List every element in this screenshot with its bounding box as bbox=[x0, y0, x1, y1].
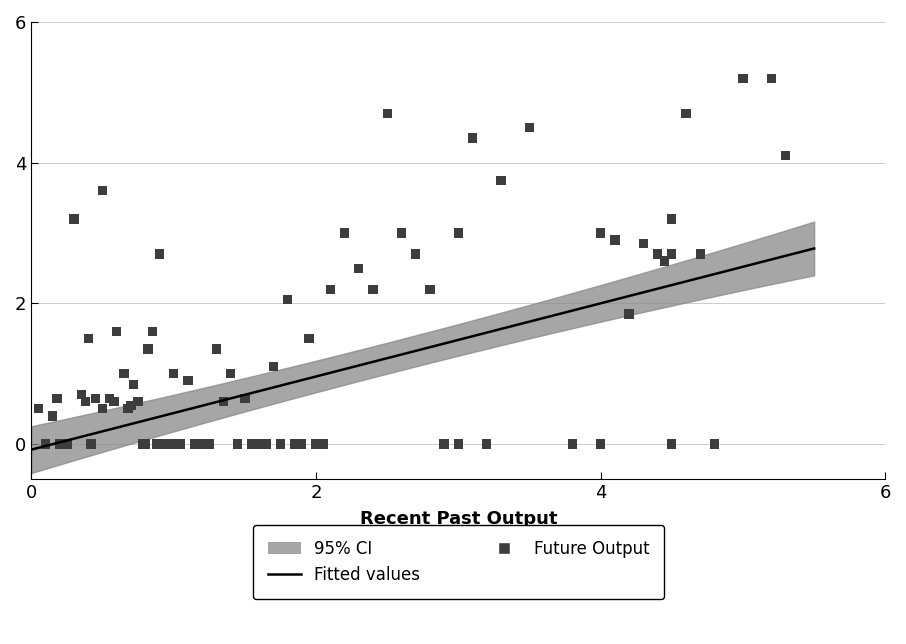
Point bbox=[74, 390, 89, 400]
Point bbox=[55, 439, 70, 449]
Point bbox=[67, 214, 82, 224]
Point bbox=[149, 439, 164, 449]
Point bbox=[84, 439, 99, 449]
Point bbox=[127, 379, 141, 390]
Point bbox=[593, 228, 608, 238]
Point bbox=[124, 400, 139, 410]
Point bbox=[366, 284, 381, 294]
Point bbox=[135, 439, 149, 449]
Point bbox=[230, 439, 245, 449]
Point bbox=[107, 397, 121, 407]
Point bbox=[466, 133, 480, 143]
Point bbox=[217, 397, 231, 407]
Point bbox=[259, 439, 274, 449]
Point bbox=[665, 439, 680, 449]
Point bbox=[665, 249, 680, 260]
Point bbox=[237, 393, 252, 403]
Point bbox=[224, 368, 238, 379]
Point bbox=[352, 263, 366, 273]
Point bbox=[380, 108, 394, 118]
Point bbox=[593, 439, 608, 449]
Point bbox=[117, 368, 131, 379]
X-axis label: Recent Past Output: Recent Past Output bbox=[360, 510, 557, 528]
Point bbox=[53, 439, 67, 449]
Point bbox=[294, 439, 309, 449]
Point bbox=[180, 375, 195, 386]
Point bbox=[50, 393, 64, 403]
Point bbox=[422, 284, 437, 294]
Point bbox=[167, 439, 181, 449]
Point bbox=[266, 361, 281, 372]
Point bbox=[140, 344, 155, 354]
Point bbox=[245, 439, 259, 449]
Point bbox=[778, 151, 793, 161]
Point bbox=[316, 439, 331, 449]
Point bbox=[188, 439, 202, 449]
Point bbox=[302, 334, 316, 344]
Point bbox=[130, 397, 145, 407]
Point bbox=[102, 393, 117, 403]
Point bbox=[565, 439, 580, 449]
Point bbox=[159, 439, 174, 449]
Point bbox=[38, 439, 53, 449]
Point bbox=[195, 439, 209, 449]
Point bbox=[409, 249, 423, 260]
Point bbox=[309, 439, 323, 449]
Point bbox=[252, 439, 266, 449]
Point bbox=[45, 411, 60, 421]
Point bbox=[81, 334, 95, 344]
Point bbox=[202, 439, 217, 449]
Point bbox=[31, 404, 45, 414]
Point bbox=[88, 393, 102, 403]
Point bbox=[78, 397, 92, 407]
Point bbox=[708, 439, 722, 449]
Point bbox=[155, 439, 169, 449]
Point bbox=[764, 73, 778, 84]
Point bbox=[95, 185, 110, 196]
Point bbox=[95, 404, 110, 414]
Point bbox=[522, 122, 536, 133]
Legend: 95% CI, Fitted values, Future Output: 95% CI, Fitted values, Future Output bbox=[253, 524, 664, 599]
Point bbox=[337, 228, 352, 238]
Point bbox=[152, 249, 167, 260]
Point bbox=[394, 228, 409, 238]
Point bbox=[693, 249, 708, 260]
Point bbox=[167, 368, 181, 379]
Point bbox=[679, 108, 693, 118]
Point bbox=[280, 295, 294, 305]
Point bbox=[287, 439, 302, 449]
Point bbox=[665, 214, 680, 224]
Point bbox=[38, 439, 53, 449]
Point bbox=[60, 439, 74, 449]
Point bbox=[437, 439, 451, 449]
Point bbox=[274, 439, 288, 449]
Point bbox=[479, 439, 494, 449]
Point bbox=[622, 308, 636, 319]
Point bbox=[451, 439, 466, 449]
Point bbox=[138, 439, 152, 449]
Point bbox=[323, 284, 338, 294]
Point bbox=[636, 238, 651, 249]
Point bbox=[120, 404, 135, 414]
Point bbox=[174, 439, 188, 449]
Point bbox=[451, 228, 466, 238]
Point bbox=[494, 175, 508, 185]
Point bbox=[736, 73, 750, 84]
Point bbox=[145, 327, 159, 337]
Point bbox=[658, 256, 672, 266]
Point bbox=[209, 344, 224, 354]
Point bbox=[608, 235, 622, 245]
Point bbox=[110, 327, 124, 337]
Point bbox=[651, 249, 665, 260]
